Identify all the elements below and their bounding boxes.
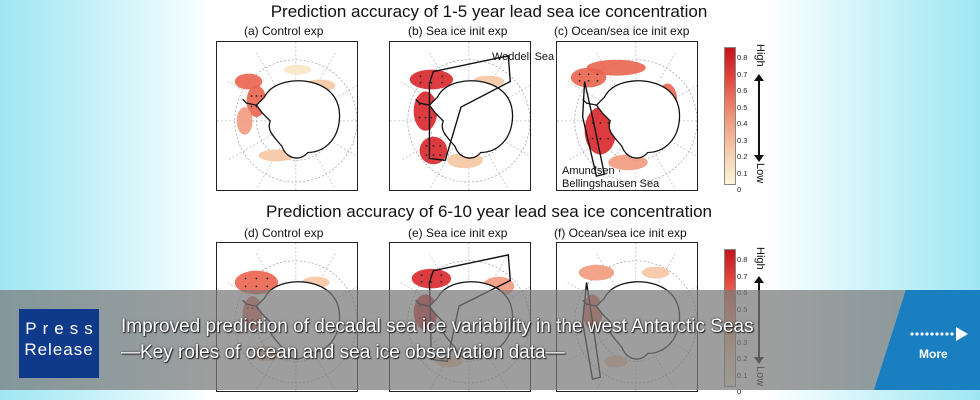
amundsen-label-line1: Amundsen · <box>562 165 622 177</box>
colorbar-tick: 0.3 <box>737 135 748 145</box>
colorbar-top-low: Low <box>754 163 766 184</box>
colorbar-tick: 0.1 <box>737 168 748 178</box>
panel-e-label: (e) Sea ice init exp <box>408 226 508 240</box>
row1-title: Prediction accuracy of 1-5 year lead sea… <box>270 2 708 21</box>
panel-c-label: (c) Ocean/sea ice init exp <box>554 24 690 38</box>
colorbar-tick: 0.6 <box>737 86 748 95</box>
colorbar-tick: 0.2 <box>737 152 748 161</box>
colorbar-top <box>724 47 736 185</box>
colorbar-tick: 0 <box>737 185 742 194</box>
release-word: Release <box>24 340 94 359</box>
headline-line2: ―Key roles of ocean and sea ice observat… <box>121 342 565 363</box>
panel-c-map <box>556 41 698 191</box>
colorbar-top-arrow-icon <box>754 74 764 162</box>
headline-line1: Improved prediction of decadal sea ice v… <box>121 316 754 337</box>
colorbar-tick: 0.5 <box>737 102 748 112</box>
press-release-badge: Press Release <box>19 309 99 378</box>
colorbar-tick: 0.7 <box>737 69 748 79</box>
row2-title: Prediction accuracy of 6-10 year lead se… <box>265 202 713 221</box>
amundsen-label-line2: Bellingshausen Sea <box>562 178 660 190</box>
colorbar-tick: 0 <box>737 387 742 396</box>
colorbar-tick: 0.8 <box>737 53 748 62</box>
colorbar-top-high: High <box>754 44 766 67</box>
colorbar-tick: 0.7 <box>737 271 748 281</box>
panel-b-label: (b) Sea ice init exp <box>408 24 508 38</box>
colorbar-tick: 0.8 <box>737 255 748 264</box>
headline-link[interactable]: Improved prediction of decadal sea ice v… <box>121 314 891 366</box>
dotted-arrow-right-icon <box>910 327 968 341</box>
panel-d-label: (d) Control exp <box>244 226 324 240</box>
press-word: Press <box>25 319 99 338</box>
press-release-banner[interactable] <box>0 290 980 390</box>
panel-b-map <box>389 41 531 191</box>
colorbar-bottom-high: High <box>754 247 766 270</box>
weddell-sea-label: Weddell Sea <box>492 51 555 63</box>
panel-a-label: (a) Control exp <box>244 24 324 38</box>
more-label[interactable]: More <box>919 347 948 361</box>
panel-f-label: (f) Ocean/sea ice init exp <box>554 226 687 240</box>
panel-a-map <box>216 41 358 191</box>
colorbar-tick: 0.4 <box>737 119 748 128</box>
